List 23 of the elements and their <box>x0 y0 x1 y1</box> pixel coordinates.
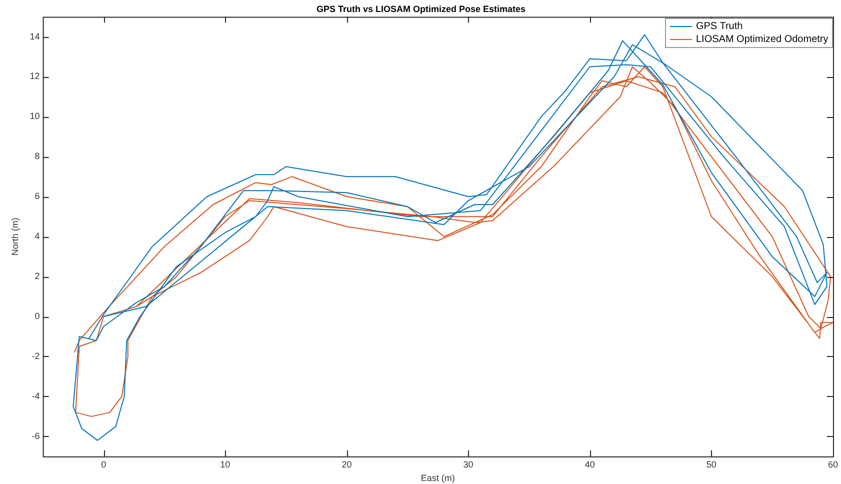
x-tick-label: 0 <box>101 459 106 470</box>
y-axis-title: North (m) <box>10 218 20 256</box>
y-tick-label: 2 <box>34 271 40 282</box>
y-tick-label: 14 <box>30 31 40 42</box>
y-tick-label: 10 <box>30 111 40 122</box>
y-tick-label: -6 <box>32 430 40 441</box>
x-tick-label: 20 <box>342 459 352 470</box>
chart-title: GPS Truth vs LIOSAM Optimized Pose Estimates <box>316 4 526 14</box>
y-tick-label: -4 <box>32 390 40 401</box>
y-tick-label: 4 <box>34 231 40 242</box>
y-tick-label: 12 <box>30 71 40 82</box>
x-axis-title: East (m) <box>420 473 455 484</box>
x-tick-label: 30 <box>463 459 474 470</box>
x-tick-label: 40 <box>584 459 595 470</box>
y-tick-label: -2 <box>32 350 40 361</box>
x-tick-label: 60 <box>828 459 838 470</box>
x-tick-label: 10 <box>220 459 230 470</box>
y-tick-label: 0 <box>34 311 40 322</box>
x-tick-label: 50 <box>706 459 716 470</box>
y-tick-label: 8 <box>34 151 40 162</box>
legend-label: LIOSAM Optimized Odometry <box>696 34 828 45</box>
legend-label: GPS Truth <box>696 20 743 32</box>
y-tick-label: 6 <box>34 191 40 202</box>
